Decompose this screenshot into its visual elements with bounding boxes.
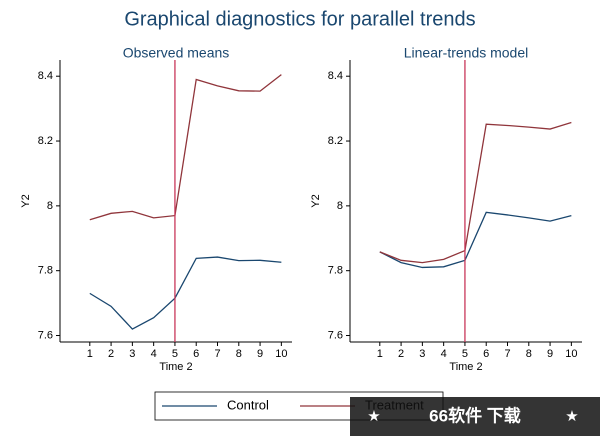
y-axis-label: Y2 <box>310 194 322 207</box>
x-tick-label: 6 <box>483 348 489 360</box>
x-tick-label: 4 <box>441 348 447 360</box>
x-tick-label: 9 <box>257 348 263 360</box>
x-tick-label: 8 <box>236 348 242 360</box>
x-tick-label: 1 <box>377 348 383 360</box>
x-tick-label: 7 <box>504 348 510 360</box>
x-tick-label: 9 <box>547 348 553 360</box>
watermark-star: ★ <box>367 408 380 425</box>
x-axis-label: Time 2 <box>449 361 482 373</box>
x-tick-label: 5 <box>462 348 468 360</box>
watermark-star: ★ <box>565 408 578 425</box>
y-tick-label: 8.4 <box>328 70 343 82</box>
x-tick-label: 8 <box>526 348 532 360</box>
series-line <box>89 256 282 330</box>
x-tick-label: 1 <box>87 348 93 360</box>
x-tick-label: 2 <box>398 348 404 360</box>
chart-title: Graphical diagnostics for parallel trend… <box>124 8 475 30</box>
y-tick-label: 7.6 <box>328 329 343 341</box>
y-tick-label: 7.6 <box>38 329 53 341</box>
x-tick-label: 2 <box>108 348 114 360</box>
panel-title: Observed means <box>123 45 230 61</box>
series-line <box>89 74 282 221</box>
y-axis-label: Y2 <box>20 194 32 207</box>
x-tick-label: 10 <box>275 348 287 360</box>
y-tick-label: 7.8 <box>38 265 53 277</box>
x-tick-label: 6 <box>193 348 199 360</box>
x-tick-label: 7 <box>214 348 220 360</box>
x-tick-label: 10 <box>565 348 577 360</box>
x-tick-label: 3 <box>419 348 425 360</box>
x-tick-label: 4 <box>151 348 157 360</box>
y-tick-label: 7.8 <box>328 265 343 277</box>
y-tick-label: 8 <box>47 200 53 212</box>
x-tick-label: 5 <box>172 348 178 360</box>
x-axis-label: Time 2 <box>159 361 192 373</box>
watermark-box <box>350 397 600 436</box>
y-tick-label: 8.2 <box>38 135 53 147</box>
series-line <box>379 121 572 264</box>
panel-title: Linear-trends model <box>404 45 529 61</box>
series-line <box>379 211 572 269</box>
legend-label: Control <box>227 397 269 412</box>
x-tick-label: 3 <box>129 348 135 360</box>
watermark: 66软件 下载 <box>429 405 521 425</box>
y-tick-label: 8.2 <box>328 135 343 147</box>
y-tick-label: 8.4 <box>38 70 53 82</box>
y-tick-label: 8 <box>337 200 343 212</box>
